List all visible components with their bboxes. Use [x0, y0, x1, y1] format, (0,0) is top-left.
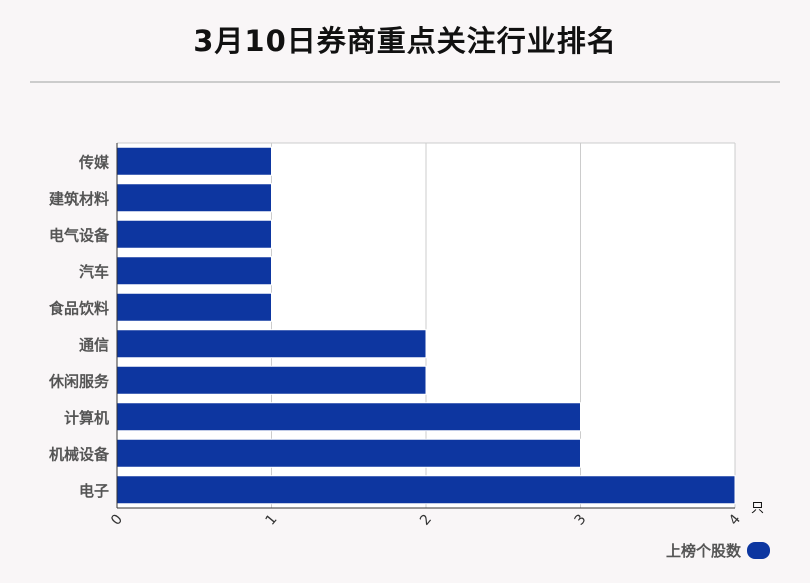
bar[interactable] — [116, 402, 581, 432]
bar[interactable] — [116, 256, 272, 286]
category-label: 通信 — [79, 336, 109, 354]
x-tick-label: 0 — [108, 511, 126, 528]
bar[interactable] — [116, 475, 736, 505]
bar[interactable] — [116, 329, 427, 359]
x-tick-label: 1 — [263, 511, 281, 528]
category-label: 休闲服务 — [48, 372, 110, 390]
bar[interactable] — [116, 219, 272, 249]
category-label: 传媒 — [78, 153, 110, 171]
x-tick-label: 3 — [572, 511, 590, 528]
x-tick-label: 2 — [417, 511, 435, 528]
category-label: 建筑材料 — [49, 190, 109, 208]
legend[interactable]: 上榜个股数 — [666, 540, 770, 561]
category-label: 计算机 — [64, 409, 109, 427]
bar[interactable] — [116, 438, 581, 468]
chart-title: 3月10日券商重点关注行业排名 — [193, 24, 617, 58]
legend-label: 上榜个股数 — [665, 542, 741, 560]
category-label: 食品饮料 — [49, 299, 109, 317]
bar[interactable] — [116, 183, 272, 213]
bar[interactable] — [116, 146, 272, 176]
x-unit-label: 只 — [751, 501, 764, 516]
category-label: 机械设备 — [49, 445, 110, 463]
legend-swatch — [747, 542, 770, 559]
bar[interactable] — [116, 365, 427, 395]
title-divider — [30, 81, 780, 83]
category-label: 电气设备 — [49, 226, 110, 244]
bar[interactable] — [116, 292, 272, 322]
category-label: 汽车 — [79, 263, 109, 281]
category-label: 电子 — [79, 482, 109, 500]
x-tick-label: 4 — [726, 511, 744, 528]
